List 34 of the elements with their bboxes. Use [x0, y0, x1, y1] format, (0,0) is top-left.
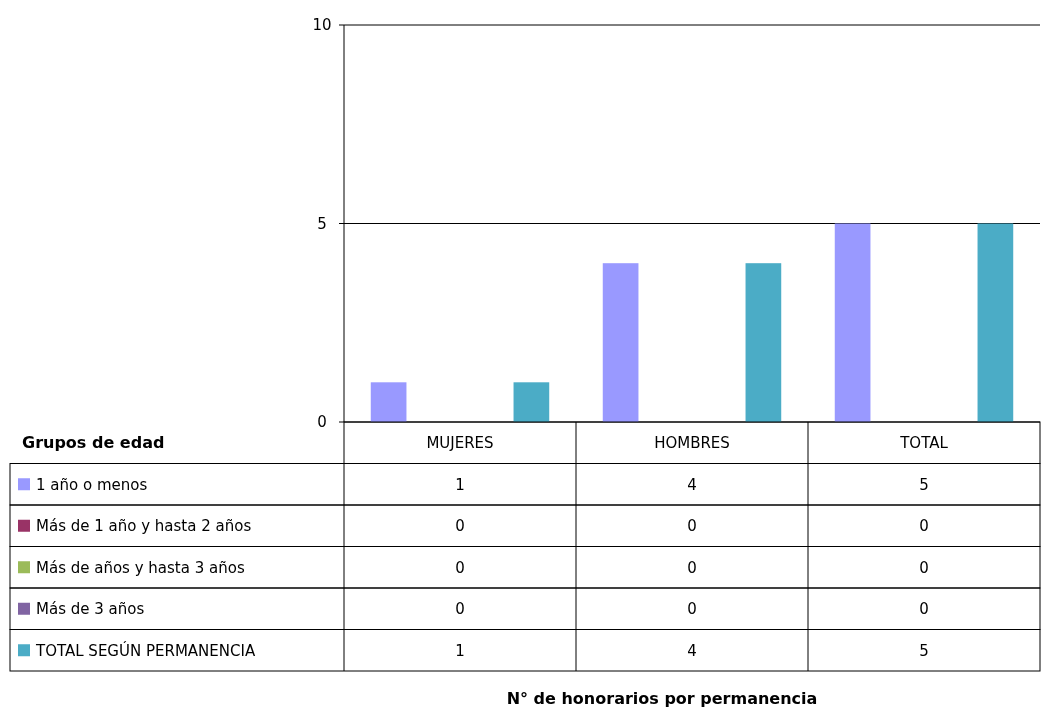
legend-label: Más de 1 año y hasta 2 años — [36, 517, 252, 535]
x-tick-label: HOMBRES — [654, 434, 730, 452]
data-label: 0 — [919, 517, 929, 535]
legend-label: 1 año o menos — [36, 475, 148, 494]
data-label: 4 — [687, 475, 697, 494]
legend-label: Más de años y hasta 3 años — [36, 558, 245, 577]
data-label: 5 — [919, 641, 929, 660]
bar — [834, 223, 871, 422]
data-label: 0 — [455, 600, 465, 618]
data-label: 1 — [455, 641, 465, 660]
data-label: 5 — [919, 475, 929, 494]
y-tick-label: 5 — [317, 214, 327, 233]
data-label: 0 — [455, 517, 465, 535]
y-tick-label: 0 — [317, 413, 327, 432]
text: N° de honorarios por permanencia — [506, 689, 818, 708]
x-tick-label: MUJERES — [426, 434, 494, 452]
data-label: 0 — [687, 558, 697, 577]
y-tick-label: 10 — [312, 16, 332, 35]
legend-label: TOTAL SEGÚN PERMANENCIA — [35, 640, 256, 660]
data-label: 0 — [687, 517, 697, 535]
data-label: 4 — [687, 641, 697, 660]
bar — [602, 263, 639, 422]
legend-title: Grupos de edad — [22, 433, 165, 453]
data-label: 0 — [687, 600, 697, 618]
legend-label: Más de 3 años — [36, 600, 145, 618]
bar — [977, 223, 1014, 422]
x-tick-label: TOTAL — [899, 434, 949, 452]
data-label: 0 — [455, 558, 465, 577]
data-label: 0 — [919, 558, 929, 577]
bar — [745, 263, 782, 422]
data-label: 1 — [455, 475, 465, 494]
bar — [513, 382, 550, 422]
bar — [370, 382, 407, 422]
data-label: 0 — [919, 600, 929, 618]
